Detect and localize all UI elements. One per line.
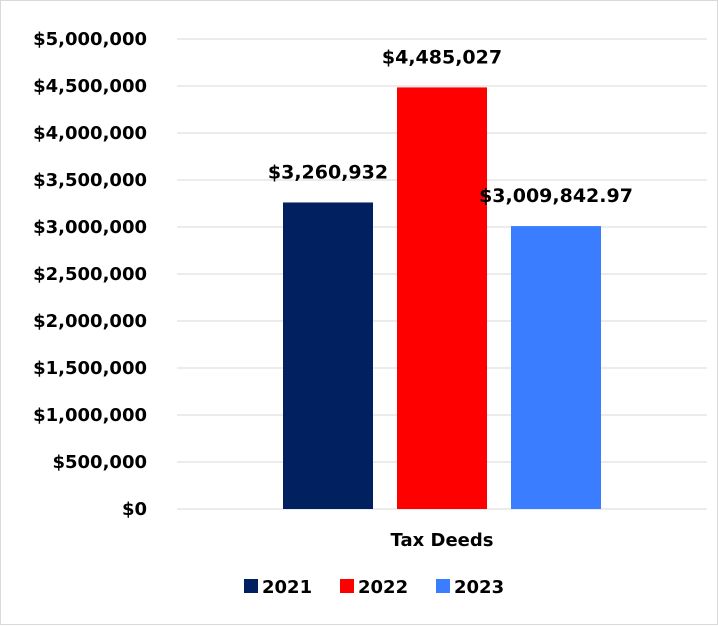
legend-label-2023: 2023 (454, 577, 504, 598)
y-tick-label: $1,500,000 (33, 358, 147, 379)
y-axis-tick-labels: $0 $500,000 $1,000,000 $1,500,000 $2,000,000… (33, 29, 147, 520)
data-label-2023: $3,009,842.97 (479, 185, 633, 207)
legend-label-2021: 2021 (262, 577, 312, 598)
y-tick-label: $5,000,000 (33, 29, 147, 50)
y-tick-label: $3,000,000 (33, 217, 147, 238)
bars (283, 87, 601, 509)
y-tick-label: $2,000,000 (33, 311, 147, 332)
bar-2023 (511, 226, 601, 509)
category-label: Tax Deeds (391, 530, 494, 551)
data-labels: $3,260,932 $4,485,027 $3,009,842.97 (268, 46, 633, 207)
category-labels: Tax Deeds (391, 530, 494, 551)
y-tick-label: $3,500,000 (33, 170, 147, 191)
legend-label-2022: 2022 (358, 577, 408, 598)
y-tick-label: $500,000 (52, 452, 147, 473)
legend-swatch-2022 (340, 579, 354, 593)
y-tick-label: $4,500,000 (33, 76, 147, 97)
legend: 2021 2022 2023 (244, 577, 504, 598)
data-label-2022: $4,485,027 (382, 46, 502, 68)
y-tick-label: $1,000,000 (33, 405, 147, 426)
bar-2021 (283, 202, 373, 509)
y-tick-label: $2,500,000 (33, 264, 147, 285)
y-tick-label: $0 (122, 499, 147, 520)
legend-swatch-2021 (244, 579, 258, 593)
bar-2022 (397, 87, 487, 509)
y-tick-label: $4,000,000 (33, 123, 147, 144)
data-label-2021: $3,260,932 (268, 161, 388, 183)
legend-swatch-2023 (436, 579, 450, 593)
